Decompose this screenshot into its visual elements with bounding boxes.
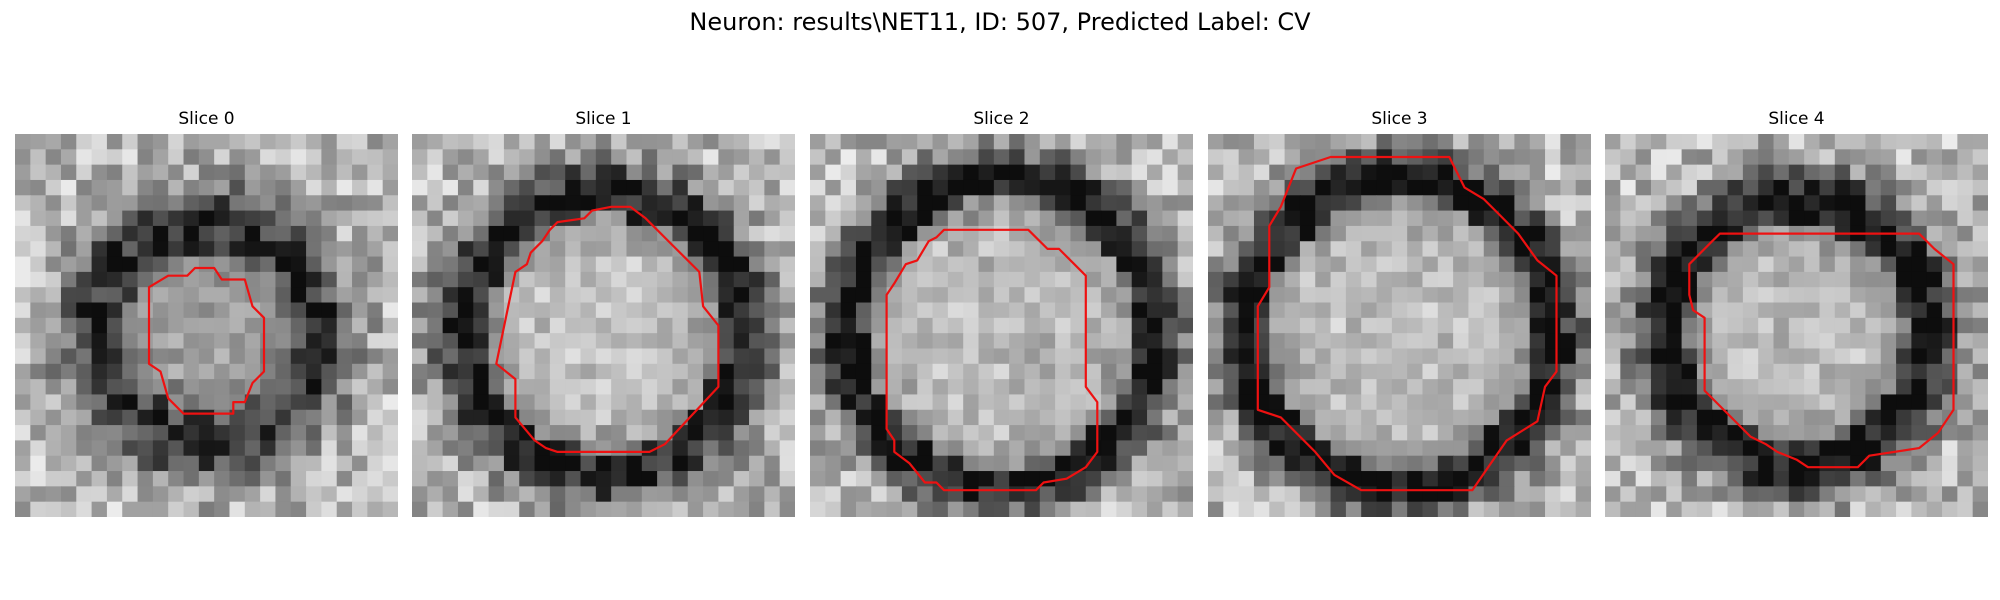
pixel-grid	[412, 134, 795, 517]
pixel-grid	[15, 134, 398, 517]
slice-title: Slice 0	[178, 109, 235, 129]
slice-title: Slice 1	[575, 109, 632, 129]
segmentation-contour	[1688, 232, 1955, 469]
segmentation-contour	[1256, 155, 1558, 492]
slice-image	[412, 134, 795, 517]
slice-title: Slice 2	[973, 109, 1030, 129]
pixel-grid	[810, 134, 1193, 517]
slice-image	[15, 134, 398, 517]
slice-image	[1208, 134, 1591, 517]
figure-title: Neuron: results\NET11, ID: 507, Predicte…	[689, 8, 1311, 36]
pixel-grid	[1208, 134, 1591, 517]
segmentation-contour	[147, 266, 266, 415]
slice-title: Slice 3	[1371, 109, 1428, 129]
segmentation-contour	[495, 205, 720, 453]
segmentation-contour	[885, 228, 1099, 492]
pixel-grid	[1605, 134, 1988, 517]
slice-image	[1605, 134, 1988, 517]
slice-title: Slice 4	[1768, 109, 1825, 129]
slice-image	[810, 134, 1193, 517]
